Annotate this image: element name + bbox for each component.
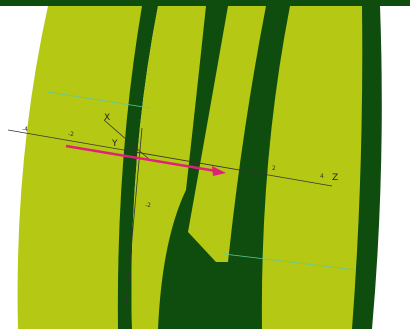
top-border xyxy=(0,0,410,6)
tick-label: 4 xyxy=(320,173,324,180)
axis-label: Z xyxy=(332,173,338,183)
band-left xyxy=(17,6,150,329)
labels: X Y Z -4 -2 -2 2 4 xyxy=(22,113,338,209)
edge-right xyxy=(352,6,382,329)
strip-dark xyxy=(117,6,158,329)
axis-label: X xyxy=(104,113,110,123)
tick-label: 2 xyxy=(272,165,276,172)
x-axis xyxy=(103,119,151,161)
vector-arrow xyxy=(65,144,217,173)
band-right xyxy=(261,6,365,329)
axis-label: Y xyxy=(111,139,118,149)
guide-line xyxy=(47,91,151,109)
strip-light xyxy=(188,6,266,262)
tick-label: -2 xyxy=(68,131,74,138)
tick-label: -4 xyxy=(22,126,28,133)
guide-line xyxy=(223,253,357,271)
arrow-head xyxy=(212,166,226,176)
z-axis xyxy=(7,129,333,187)
tick-label: -2 xyxy=(145,202,151,209)
